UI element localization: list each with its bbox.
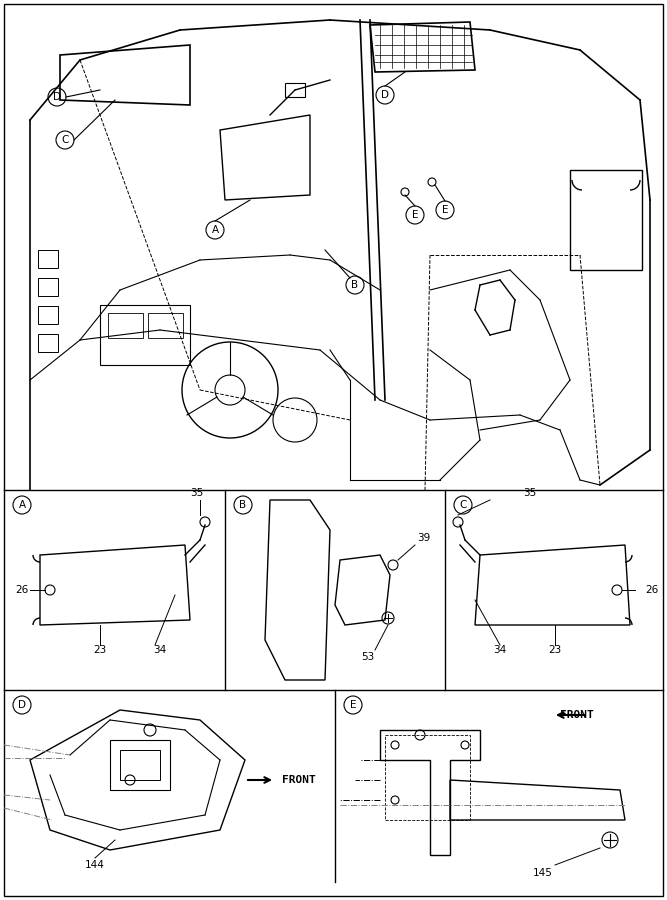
Text: 144: 144 [85, 860, 105, 870]
Text: E: E [350, 700, 356, 710]
Text: 34: 34 [153, 645, 167, 655]
Text: 26: 26 [645, 585, 658, 595]
Bar [38, 250, 58, 268]
Bar [100, 305, 190, 365]
Bar [38, 334, 58, 352]
Bar [285, 83, 305, 97]
Text: 23: 23 [93, 645, 107, 655]
Text: FRONT: FRONT [560, 710, 594, 720]
Text: B: B [239, 500, 247, 510]
Text: C: C [460, 500, 467, 510]
Text: E: E [442, 205, 448, 215]
Bar [570, 170, 642, 270]
Text: 145: 145 [533, 868, 553, 878]
Bar [148, 313, 183, 338]
Text: 39: 39 [417, 533, 430, 543]
Bar [385, 735, 470, 820]
Bar [38, 278, 58, 296]
Text: A: A [211, 225, 219, 235]
Text: B: B [352, 280, 359, 290]
Text: D: D [53, 92, 61, 102]
Text: 35: 35 [190, 488, 203, 498]
Bar [108, 313, 143, 338]
Text: A: A [19, 500, 25, 510]
Text: D: D [18, 700, 26, 710]
Text: 35: 35 [524, 488, 537, 498]
Text: 34: 34 [494, 645, 507, 655]
Bar [120, 750, 160, 780]
Bar [38, 306, 58, 324]
Text: 26: 26 [15, 585, 29, 595]
Text: 23: 23 [548, 645, 562, 655]
Text: E: E [412, 210, 418, 220]
Text: FRONT: FRONT [282, 775, 315, 785]
Text: C: C [61, 135, 69, 145]
Text: 53: 53 [362, 652, 375, 662]
Bar [110, 740, 170, 790]
Text: D: D [381, 90, 389, 100]
